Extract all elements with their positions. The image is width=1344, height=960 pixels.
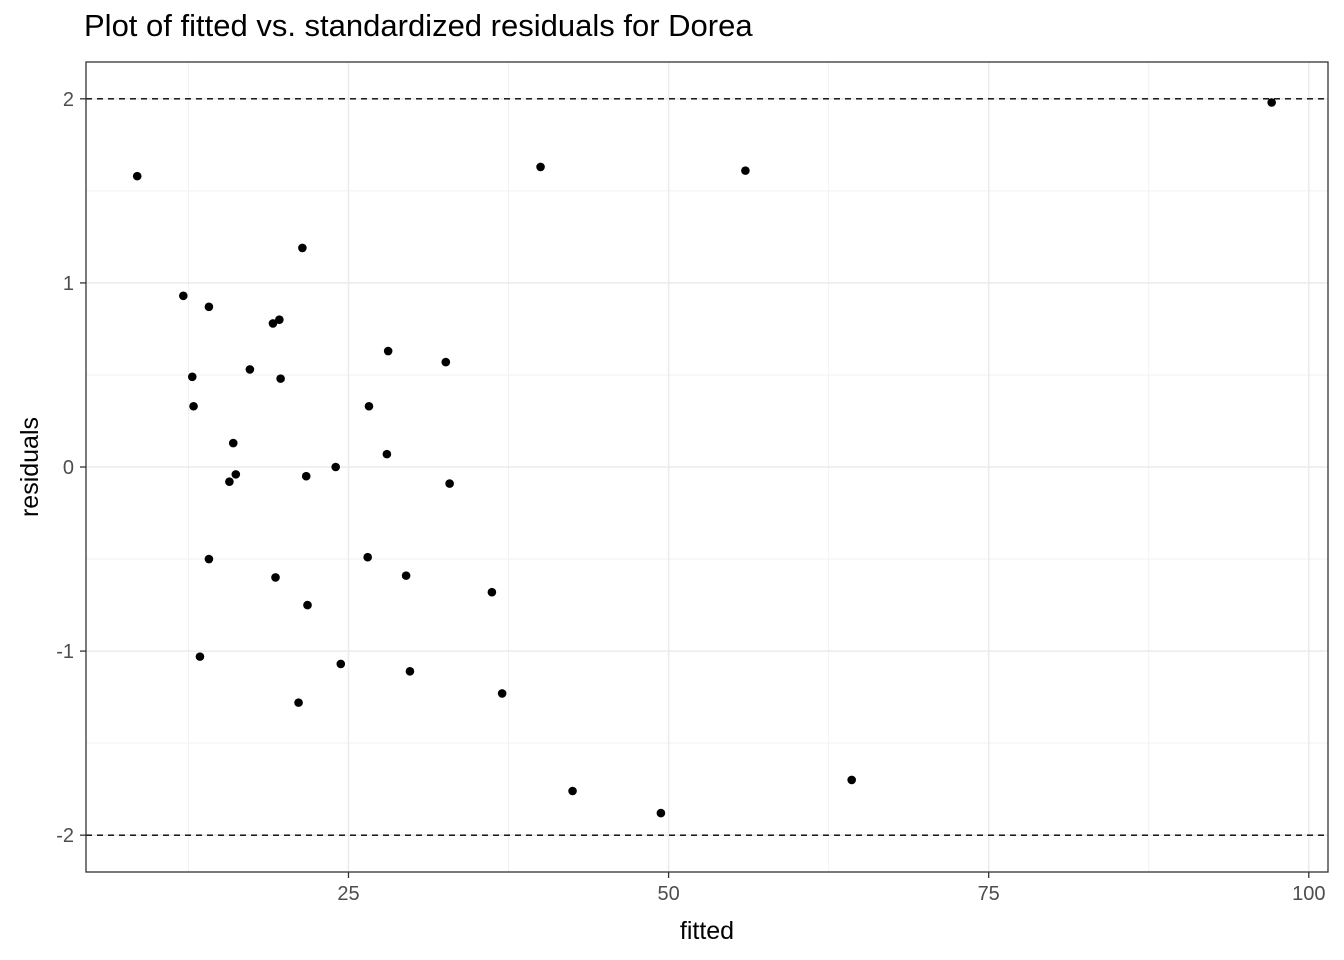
y-tick-label: 0 <box>63 457 74 479</box>
data-point <box>401 571 411 580</box>
major-gridlines <box>86 62 1328 872</box>
data-point <box>331 462 340 472</box>
data-point <box>245 365 255 374</box>
data-point <box>204 302 214 312</box>
y-tick-label: -2 <box>56 825 74 847</box>
x-tick-label: 75 <box>978 883 1000 905</box>
data-point <box>741 166 750 175</box>
data-point <box>363 552 372 562</box>
x-tick-label: 50 <box>657 883 679 905</box>
data-point <box>382 449 392 459</box>
data-point <box>275 315 284 325</box>
data-point <box>276 374 285 383</box>
data-point <box>336 659 346 669</box>
y-tick-label: 2 <box>63 89 74 111</box>
data-point <box>195 652 205 661</box>
data-point <box>497 689 507 698</box>
data-point <box>405 667 415 676</box>
data-point <box>271 573 280 582</box>
y-axis-ticks: -2 -1 0 1 2 <box>56 89 86 847</box>
data-point <box>268 319 278 328</box>
data-point <box>364 401 374 411</box>
data-point <box>187 372 197 382</box>
y-tick-label: -1 <box>56 641 74 663</box>
data-point <box>179 291 188 301</box>
data-point <box>204 554 214 564</box>
x-tick-label: 100 <box>1292 883 1325 905</box>
x-axis-title: fitted <box>680 917 734 945</box>
data-point <box>225 477 234 487</box>
data-point <box>231 470 241 479</box>
data-point <box>132 171 142 181</box>
data-point <box>656 808 666 818</box>
data-point <box>568 786 577 796</box>
x-tick-label: 25 <box>337 883 359 905</box>
data-points <box>132 98 1276 818</box>
data-point <box>298 243 307 253</box>
reference-lines <box>86 98 1328 836</box>
data-point <box>1267 98 1276 107</box>
x-axis-ticks: 25 50 75 100 <box>337 872 1325 905</box>
data-point <box>294 698 303 707</box>
data-point <box>383 346 393 356</box>
data-point <box>303 600 312 610</box>
data-point <box>847 775 856 785</box>
data-point <box>536 162 545 172</box>
data-point <box>301 471 311 481</box>
data-point <box>487 587 497 597</box>
data-point <box>445 479 454 488</box>
y-axis-title: residuals <box>16 417 44 517</box>
data-point <box>189 401 198 411</box>
y-tick-label: 1 <box>63 273 74 295</box>
data-point <box>441 357 451 367</box>
data-point <box>228 438 238 448</box>
chart-title: Plot of fitted vs. standardized residual… <box>84 8 753 43</box>
